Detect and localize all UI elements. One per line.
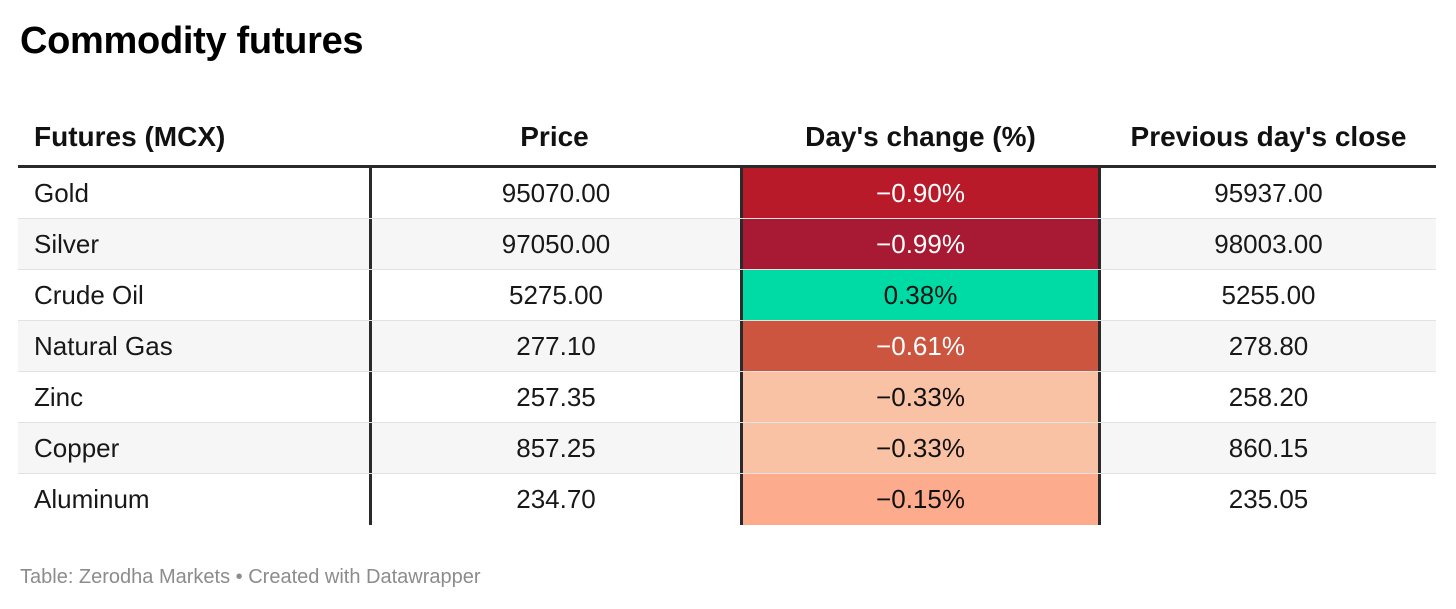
cell-price: 5275.00 xyxy=(369,270,740,320)
cell-futures: Silver xyxy=(34,228,100,259)
cell-price: 857.25 xyxy=(369,423,740,473)
cell-previous-close: 278.80 xyxy=(1228,330,1309,361)
cell-previous-close: 98003.00 xyxy=(1214,228,1323,259)
cell-day-change: −0.90% xyxy=(740,168,1101,218)
cell-price: 95070.00 xyxy=(369,168,740,218)
source-footer: Table: Zerodha Markets • Created with Da… xyxy=(20,566,481,588)
cell-futures: Aluminum xyxy=(34,484,150,514)
cell-price: 257.35 xyxy=(369,372,740,422)
cell-day-change: 0.38% xyxy=(740,270,1101,320)
cell-day-change: −0.15% xyxy=(740,474,1101,525)
cell-previous-close: 860.15 xyxy=(1228,432,1309,463)
cell-day-change: −0.33% xyxy=(740,423,1101,473)
chart-title: Commodity futures xyxy=(20,20,364,62)
cell-futures: Crude Oil xyxy=(34,279,144,310)
header-previous-close: Previous day's close xyxy=(1130,120,1407,152)
cell-previous-close: 258.20 xyxy=(1228,381,1309,412)
header-price: Price xyxy=(520,120,589,152)
table-row: Silver 97050.00 −0.99% 98003.00 xyxy=(18,219,1436,270)
table-row: Gold 95070.00 −0.90% 95937.00 xyxy=(18,168,1436,219)
cell-futures: Natural Gas xyxy=(34,330,173,361)
cell-day-change: −0.33% xyxy=(740,372,1101,422)
cell-futures: Copper xyxy=(34,432,120,463)
table-row: Zinc 257.35 −0.33% 258.20 xyxy=(18,372,1436,423)
table-row: Copper 857.25 −0.33% 860.15 xyxy=(18,423,1436,474)
cell-futures: Zinc xyxy=(34,381,84,412)
cell-day-change: −0.61% xyxy=(740,321,1101,371)
table-row: Crude Oil 5275.00 0.38% 5255.00 xyxy=(18,270,1436,321)
commodity-table: Futures (MCX) Price Day's change (%) Pre… xyxy=(18,108,1436,525)
table-row: Natural Gas 277.10 −0.61% 278.80 xyxy=(18,321,1436,372)
cell-price: 234.70 xyxy=(369,474,740,525)
cell-day-change: −0.99% xyxy=(740,219,1101,269)
table-header: Futures (MCX) Price Day's change (%) Pre… xyxy=(18,108,1436,168)
cell-previous-close: 5255.00 xyxy=(1221,279,1316,310)
cell-price: 277.10 xyxy=(369,321,740,371)
header-day-change: Day's change (%) xyxy=(805,120,1036,152)
cell-futures: Gold xyxy=(34,177,89,208)
table-body: Gold 95070.00 −0.90% 95937.00 Silver 97050.00… xyxy=(18,168,1436,525)
header-futures: Futures (MCX) xyxy=(34,120,226,152)
cell-price: 97050.00 xyxy=(369,219,740,269)
cell-previous-close: 95937.00 xyxy=(1214,177,1323,208)
cell-previous-close: 235.05 xyxy=(1228,484,1309,514)
table-row: Aluminum 234.70 −0.15% 235.05 xyxy=(18,474,1436,525)
